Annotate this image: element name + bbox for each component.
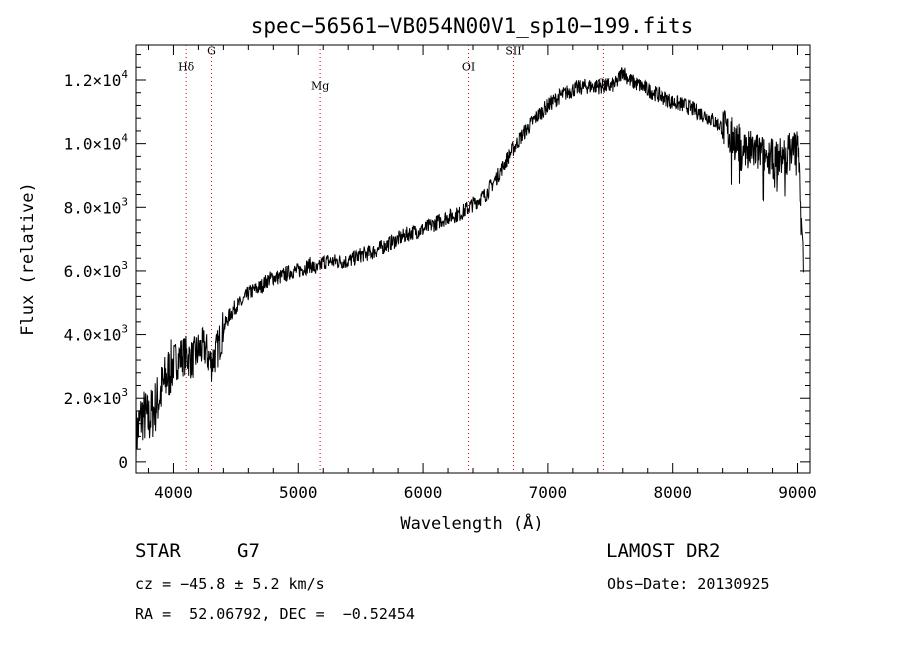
y-tick-exponent: 3 <box>121 195 128 208</box>
y-tick-exponent: 3 <box>121 386 128 399</box>
spectral-line-label: Mg <box>311 80 329 93</box>
y-tick-label: 2.0×103 <box>64 386 128 408</box>
coordinates-label: RA = 52.06792, DEC = −0.52454 <box>135 605 415 623</box>
axis-ticks: 4000 5000 6000 7000 8000 900002.0×1034.0×1036… <box>64 45 817 502</box>
y-tick-label: 1.2×104 <box>64 68 129 90</box>
x-tick-label: 6000 <box>404 483 443 502</box>
y-tick-exponent: 4 <box>121 132 128 145</box>
y-tick-label: 0 <box>118 453 128 472</box>
x-tick-label: 7000 <box>529 483 568 502</box>
y-tick-exponent: 3 <box>121 259 128 272</box>
spectral-line-label: G <box>207 45 216 58</box>
y-tick-mantissa: 4.0×10 <box>64 326 122 345</box>
y-tick-exponent: 4 <box>121 68 128 81</box>
chart-title: spec−56561−VB054N00V1_sp10−199.fits <box>251 14 694 38</box>
y-tick-mantissa: 1.2×10 <box>64 71 122 90</box>
y-axis-label: Flux (relative) <box>18 182 38 336</box>
spectral-line-label: OI <box>462 60 475 73</box>
y-tick-label: 6.0×103 <box>64 259 128 281</box>
spectral-line-label: SII <box>505 45 521 58</box>
y-tick-mantissa: 2.0×10 <box>64 389 122 408</box>
object-type-label: STAR <box>135 540 181 562</box>
x-tick-label: 4000 <box>154 483 193 502</box>
y-tick-label: 1.0×104 <box>64 132 129 154</box>
y-tick-exponent: 3 <box>121 323 128 336</box>
y-tick-mantissa: 8.0×10 <box>64 198 122 217</box>
survey-label: LAMOST DR2 <box>606 540 721 562</box>
plot-frame <box>135 44 811 474</box>
y-tick-label: 8.0×103 <box>64 195 128 217</box>
y-tick-label: 4.0×103 <box>64 323 128 345</box>
y-tick-mantissa: 0 <box>118 453 128 472</box>
x-axis-label: Wavelength (Å) <box>400 512 543 534</box>
redshift-label: cz = −45.8 ± 5.2 km/s <box>135 575 325 593</box>
x-tick-label: 5000 <box>279 483 318 502</box>
obs-date-label: Obs−Date: 20130925 <box>607 575 770 593</box>
y-tick-mantissa: 6.0×10 <box>64 262 122 281</box>
spectrum-series-line <box>135 67 804 466</box>
x-tick-label: 9000 <box>778 483 817 502</box>
spectral-line-label: Hδ <box>178 60 195 73</box>
x-tick-label: 8000 <box>653 483 692 502</box>
y-tick-mantissa: 1.0×10 <box>64 135 122 154</box>
spectral-class-label: G7 <box>237 540 260 562</box>
